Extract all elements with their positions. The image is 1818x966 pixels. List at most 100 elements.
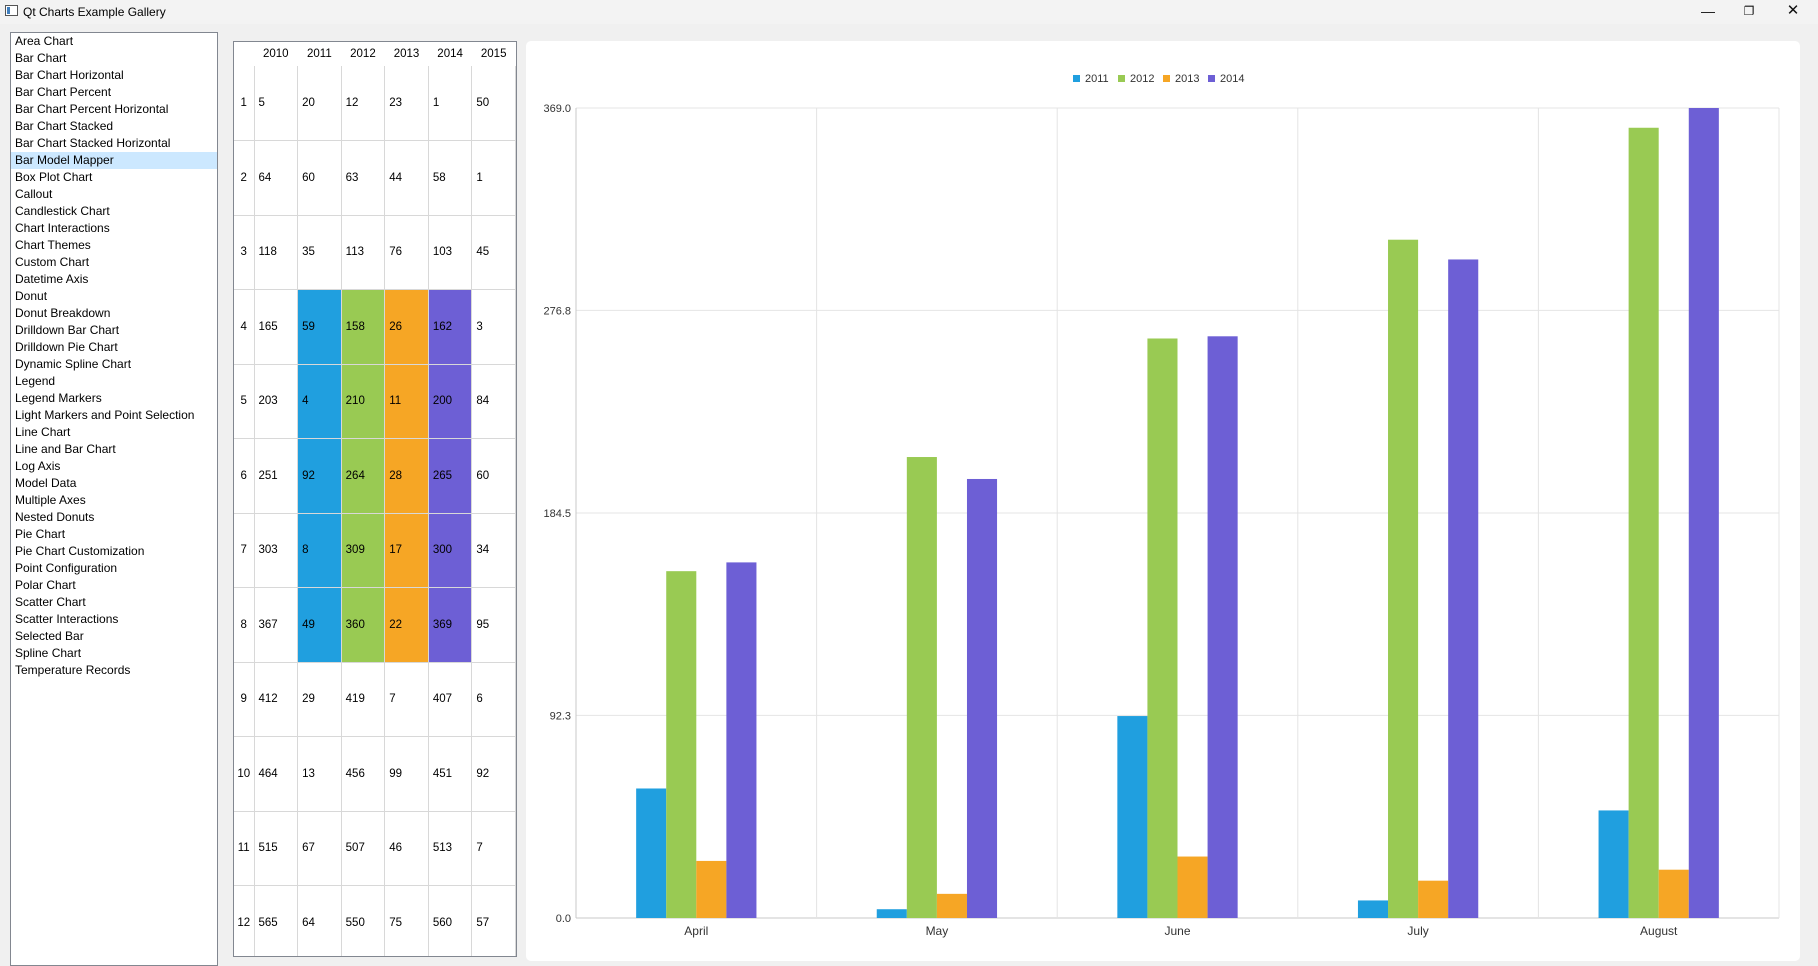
- table-cell[interactable]: 464: [254, 736, 299, 812]
- table-cell[interactable]: 50: [471, 66, 516, 141]
- sidebar-item[interactable]: Bar Model Mapper: [11, 152, 217, 169]
- column-header[interactable]: 2012: [341, 42, 385, 66]
- sidebar-item[interactable]: Pie Chart Customization: [15, 544, 145, 558]
- table-cell[interactable]: 251: [254, 438, 299, 514]
- table-cell[interactable]: 13: [297, 736, 342, 812]
- table-cell[interactable]: 1: [428, 66, 473, 141]
- sidebar-item[interactable]: Bar Chart Horizontal: [15, 68, 124, 82]
- table-cell[interactable]: 60: [297, 140, 342, 216]
- table-cell[interactable]: 20: [297, 66, 342, 141]
- table-cell[interactable]: 560: [428, 885, 473, 956]
- table-cell[interactable]: 513: [428, 811, 473, 886]
- sidebar-item[interactable]: Pie Chart: [15, 527, 66, 541]
- table-cell[interactable]: 162: [428, 289, 473, 365]
- table-cell[interactable]: 118: [254, 215, 299, 290]
- row-header[interactable]: 5: [234, 364, 255, 439]
- table-cell[interactable]: 5: [254, 66, 299, 141]
- row-header[interactable]: 1: [234, 66, 255, 141]
- table-cell[interactable]: 12: [341, 66, 386, 141]
- example-list[interactable]: Area Chart Bar Chart Bar Chart Horizontal B…: [10, 32, 218, 966]
- table-cell[interactable]: 264: [341, 438, 386, 514]
- column-header[interactable]: 2013: [384, 42, 429, 66]
- table-cell[interactable]: 8: [297, 513, 342, 588]
- table-cell[interactable]: 84: [471, 364, 516, 439]
- table-cell[interactable]: 158: [341, 289, 386, 365]
- table-cell[interactable]: 29: [297, 662, 342, 737]
- table-cell[interactable]: 419: [341, 662, 386, 737]
- row-header[interactable]: 2: [234, 140, 255, 216]
- sidebar-item[interactable]: Legend: [15, 374, 56, 388]
- sidebar-item[interactable]: Area Chart: [15, 34, 74, 48]
- table-cell[interactable]: 45: [471, 215, 516, 290]
- table-cell[interactable]: 49: [297, 587, 342, 663]
- table-cell[interactable]: 303: [254, 513, 299, 588]
- sidebar-item[interactable]: Light Markers and Point Selection: [15, 408, 195, 422]
- row-header[interactable]: 10: [234, 736, 255, 812]
- table-cell[interactable]: 60: [471, 438, 516, 514]
- sidebar-item[interactable]: Datetime Axis: [15, 272, 89, 286]
- sidebar-item[interactable]: Scatter Interactions: [15, 612, 119, 626]
- sidebar-item[interactable]: Line and Bar Chart: [15, 442, 116, 456]
- table-cell[interactable]: 28: [384, 438, 429, 514]
- table-cell[interactable]: 3: [471, 289, 516, 365]
- table-cell[interactable]: 64: [254, 140, 299, 216]
- table-cell[interactable]: 300: [428, 513, 473, 588]
- table-cell[interactable]: 67: [297, 811, 342, 886]
- sidebar-item[interactable]: Point Configuration: [15, 561, 118, 575]
- sidebar-item[interactable]: Scatter Chart: [15, 595, 86, 609]
- table-cell[interactable]: 6: [471, 662, 516, 737]
- sidebar-item[interactable]: Legend Markers: [15, 391, 102, 405]
- table-cell[interactable]: 95: [471, 587, 516, 663]
- row-header[interactable]: 9: [234, 662, 255, 737]
- sidebar-item[interactable]: Model Data: [15, 476, 77, 490]
- table-cell[interactable]: 165: [254, 289, 299, 365]
- sidebar-item[interactable]: Chart Themes: [15, 238, 91, 252]
- table-cell[interactable]: 550: [341, 885, 386, 956]
- table-cell[interactable]: 113: [341, 215, 386, 290]
- table-cell[interactable]: 515: [254, 811, 299, 886]
- table-cell[interactable]: 22: [384, 587, 429, 663]
- table-cell[interactable]: 412: [254, 662, 299, 737]
- table-cell[interactable]: 265: [428, 438, 473, 514]
- row-header[interactable]: 12: [234, 885, 255, 956]
- table-cell[interactable]: 46: [384, 811, 429, 886]
- table-cell[interactable]: 7: [471, 811, 516, 886]
- table-cell[interactable]: 7: [384, 662, 429, 737]
- sidebar-item[interactable]: Bar Chart Percent: [15, 85, 112, 99]
- sidebar-item[interactable]: Box Plot Chart: [15, 170, 93, 184]
- table-cell[interactable]: 59: [297, 289, 342, 365]
- sidebar-item[interactable]: Chart Interactions: [15, 221, 110, 235]
- table-cell[interactable]: 23: [384, 66, 429, 141]
- sidebar-item[interactable]: Candlestick Chart: [15, 204, 110, 218]
- restore-button[interactable]: ❐: [1743, 4, 1755, 18]
- sidebar-item[interactable]: Drilldown Bar Chart: [15, 323, 120, 337]
- row-header[interactable]: 4: [234, 289, 255, 365]
- row-header[interactable]: 7: [234, 513, 255, 588]
- sidebar-item[interactable]: Log Axis: [15, 459, 61, 473]
- table-cell[interactable]: 103: [428, 215, 473, 290]
- table-cell[interactable]: 57: [471, 885, 516, 956]
- sidebar-item[interactable]: Polar Chart: [15, 578, 76, 592]
- table-cell[interactable]: 34: [471, 513, 516, 588]
- table-cell[interactable]: 63: [341, 140, 386, 216]
- chart-view[interactable]: 0.0 92.3 184.5 276.8 369.0 April May June July Au…: [526, 41, 1800, 961]
- column-header[interactable]: 2014: [428, 42, 472, 66]
- table-cell[interactable]: 26: [384, 289, 429, 365]
- minimize-button[interactable]: —: [1701, 3, 1715, 19]
- table-cell[interactable]: 367: [254, 587, 299, 663]
- sidebar-item[interactable]: Temperature Records: [15, 663, 131, 677]
- table-cell[interactable]: 44: [384, 140, 429, 216]
- table-cell[interactable]: 456: [341, 736, 386, 812]
- table-cell[interactable]: 76: [384, 215, 429, 290]
- column-header[interactable]: 2015: [471, 42, 516, 66]
- table-cell[interactable]: 4: [297, 364, 342, 439]
- table-cell[interactable]: 210: [341, 364, 386, 439]
- table-cell[interactable]: 360: [341, 587, 386, 663]
- table-cell[interactable]: 200: [428, 364, 473, 439]
- sidebar-item[interactable]: Bar Chart Percent Horizontal: [15, 102, 169, 116]
- table-cell[interactable]: 507: [341, 811, 386, 886]
- table-cell[interactable]: 58: [428, 140, 473, 216]
- table-cell[interactable]: 99: [384, 736, 429, 812]
- data-table[interactable]: 2010 2011 2012 2013 2014 2015 1 5 20 12 23 1 50 2 64 6…: [233, 41, 517, 957]
- table-cell[interactable]: 35: [297, 215, 342, 290]
